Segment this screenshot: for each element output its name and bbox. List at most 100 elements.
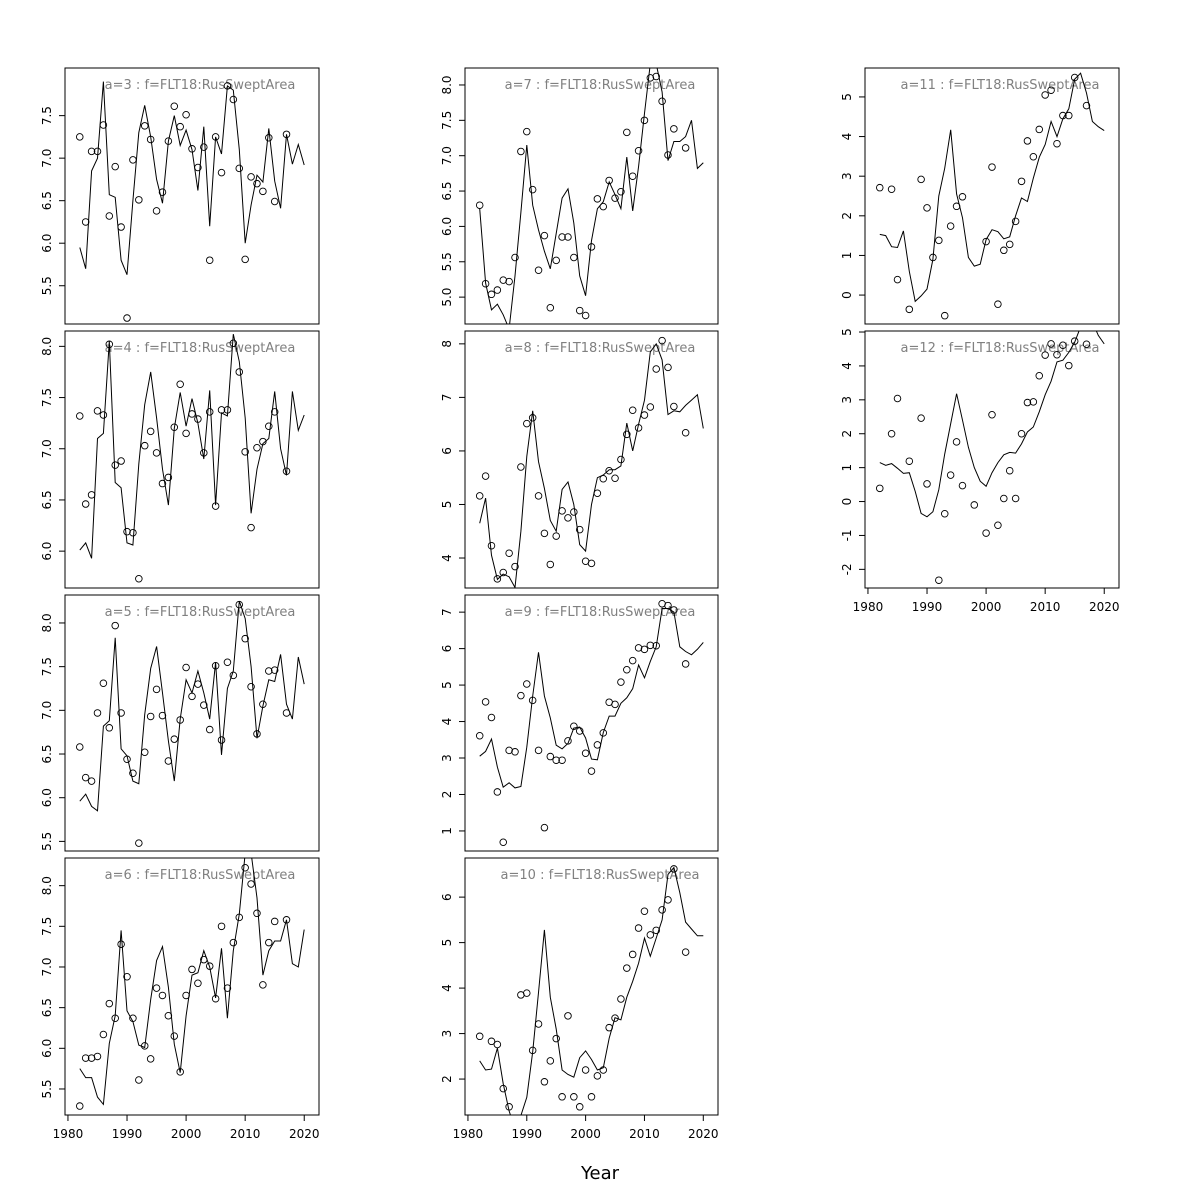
fitted-line xyxy=(479,866,704,1115)
observed-point xyxy=(265,667,273,675)
panel-0: a=3 : f=FLT18:RusSweptArea 5.5 6.0 6.5 7.0 7.… xyxy=(40,67,320,325)
observed-point xyxy=(917,414,925,422)
y-tick-label: 7.5 xyxy=(440,111,454,130)
observed-point xyxy=(552,1034,560,1043)
observed-point xyxy=(581,1066,590,1074)
observed-point xyxy=(152,207,161,215)
y-tick-label: 6.5 xyxy=(40,191,54,210)
y-tick-label: 7 xyxy=(440,394,454,402)
fitted-line xyxy=(79,858,305,1106)
observed-point xyxy=(229,938,238,947)
observed-point xyxy=(182,111,190,119)
y-tick-label: 2 xyxy=(440,1075,454,1083)
observed-point xyxy=(188,965,196,974)
panel-title: a=12 : f=FLT18:RusSweptArea xyxy=(901,341,1100,356)
observed-point xyxy=(123,972,131,981)
observed-point xyxy=(634,146,643,155)
observed-point xyxy=(505,1103,513,1111)
observed-point xyxy=(587,767,596,775)
observed-point xyxy=(194,163,202,172)
observed-point xyxy=(247,682,255,691)
y-tick-label: 7.0 xyxy=(40,439,54,458)
observed-point xyxy=(623,666,631,674)
panel-2: a=5 : f=FLT18:RusSweptArea 5.5 6.0 6.5 7.0 7.… xyxy=(40,594,320,852)
y-tick-label: 4 xyxy=(440,718,454,726)
observed-point xyxy=(164,757,173,765)
observed-point xyxy=(487,1037,496,1046)
panel-frame xyxy=(464,67,719,325)
observed-point xyxy=(599,1066,608,1074)
fitted-line xyxy=(79,333,305,559)
observed-point xyxy=(99,121,108,129)
observed-point xyxy=(76,133,84,141)
panel-frame xyxy=(64,330,320,589)
observed-point xyxy=(970,501,979,509)
observed-point xyxy=(211,133,220,141)
observed-point xyxy=(200,449,208,457)
observed-point xyxy=(270,666,279,674)
observed-point xyxy=(646,74,655,82)
y-tick-label: 8.0 xyxy=(40,876,54,895)
observed-point xyxy=(158,479,167,488)
observed-point xyxy=(952,438,961,446)
observed-point xyxy=(534,492,543,500)
x-tick-label: 2000 xyxy=(171,1127,202,1141)
fitted-line xyxy=(79,81,305,275)
observed-point xyxy=(670,606,678,614)
observed-point xyxy=(1041,91,1049,99)
y-tick-label: 5.0 xyxy=(440,288,454,307)
observed-point xyxy=(217,922,226,931)
observed-point xyxy=(182,991,190,1000)
observed-point xyxy=(664,601,672,610)
observed-point xyxy=(81,773,90,782)
observed-point xyxy=(634,924,643,932)
observed-point xyxy=(905,457,914,465)
plot-area xyxy=(76,333,305,583)
observed-point xyxy=(158,188,167,196)
observed-point xyxy=(164,1012,173,1020)
observed-point xyxy=(223,658,232,667)
observed-point xyxy=(235,164,244,173)
observed-point xyxy=(1047,86,1055,94)
observed-point xyxy=(1082,340,1091,348)
observed-point xyxy=(135,1076,143,1084)
y-tick-label: 8 xyxy=(440,340,454,348)
x-tick-label: 2010 xyxy=(1030,600,1061,614)
observed-point xyxy=(587,559,596,568)
x-tick-label: 1990 xyxy=(112,1127,143,1141)
observed-point xyxy=(611,474,619,482)
observed-point xyxy=(1041,351,1049,359)
panel-title: a=11 : f=FLT18:RusSweptArea xyxy=(901,78,1100,93)
observed-point xyxy=(247,523,255,532)
observed-point xyxy=(893,275,902,284)
observed-point xyxy=(570,508,578,516)
observed-point xyxy=(481,698,490,706)
observed-point xyxy=(270,197,279,206)
observed-point xyxy=(505,549,513,557)
observed-point xyxy=(523,989,531,997)
observed-point xyxy=(634,424,643,432)
panel-8: a=11 : f=FLT18:RusSweptArea 0 1 2 3 4 5 xyxy=(840,67,1120,325)
observed-point xyxy=(505,746,513,755)
observed-point xyxy=(988,410,996,419)
observed-point xyxy=(546,1057,555,1065)
observed-point xyxy=(523,419,531,428)
plot-area xyxy=(876,331,1105,584)
observed-point xyxy=(241,864,249,872)
observed-point xyxy=(223,82,232,90)
observed-point xyxy=(1023,137,1032,145)
y-tick-label: 4 xyxy=(840,362,854,370)
panel-1: a=4 : f=FLT18:RusSweptArea 6.0 6.5 7.0 7.5 8.… xyxy=(40,330,320,589)
x-tick-label: 2000 xyxy=(570,1127,601,1141)
observed-point xyxy=(887,429,896,438)
observed-point xyxy=(540,1078,549,1086)
observed-point xyxy=(893,394,902,403)
observed-point xyxy=(493,1040,502,1049)
observed-point xyxy=(558,756,566,764)
observed-point xyxy=(146,1055,155,1063)
observed-point xyxy=(493,788,502,796)
y-tick-label: 1 xyxy=(840,464,854,472)
observed-point xyxy=(265,938,273,947)
observed-point xyxy=(511,562,519,571)
